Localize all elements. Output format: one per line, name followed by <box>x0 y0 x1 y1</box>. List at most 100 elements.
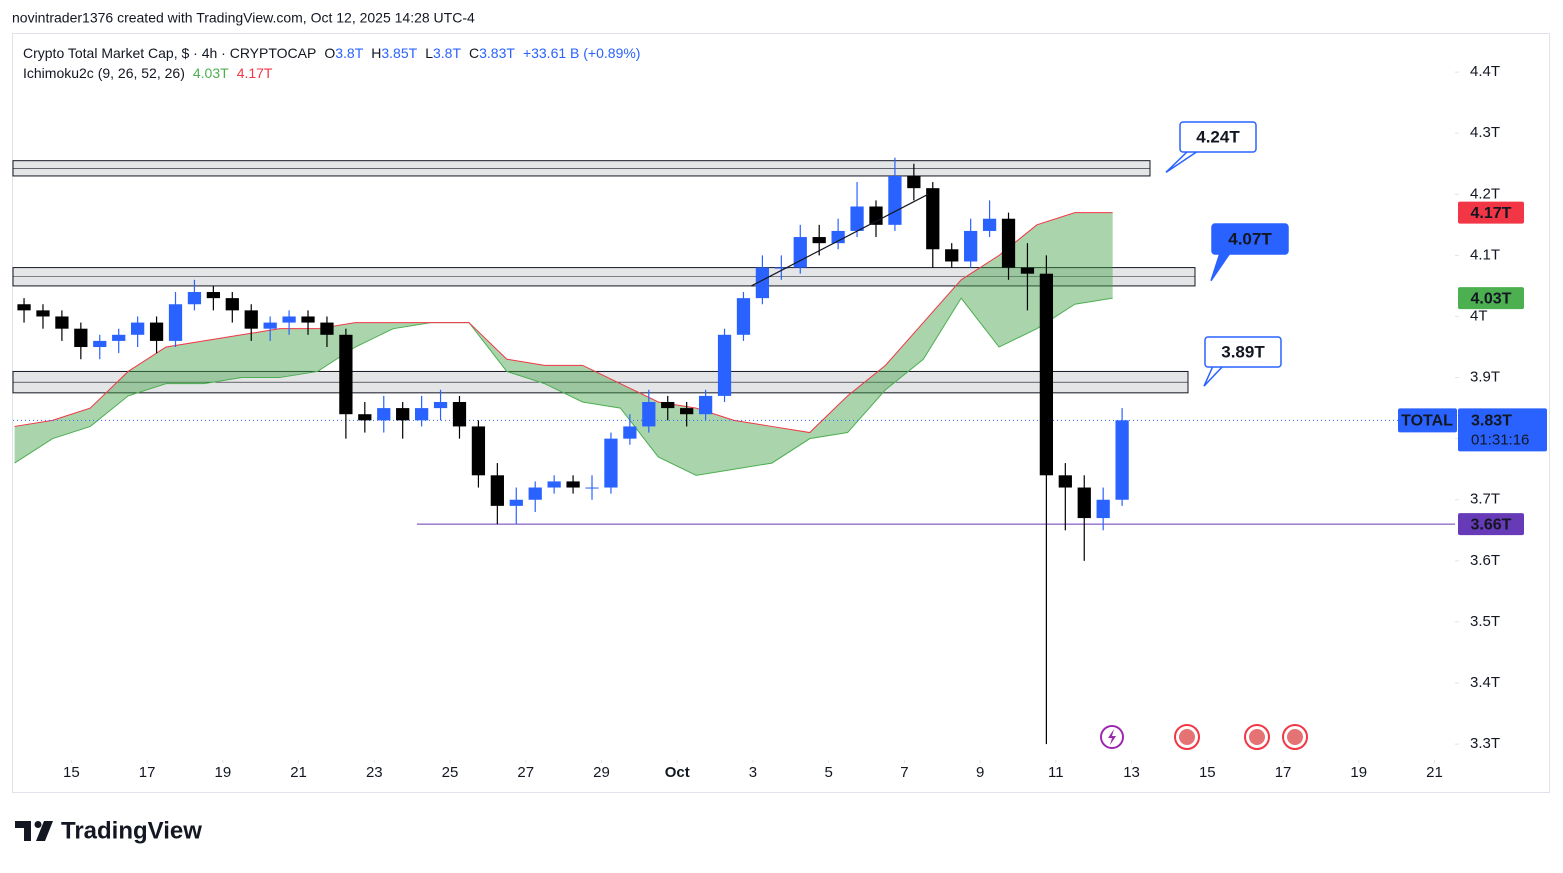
candle-body <box>471 426 486 476</box>
candle-body <box>1115 420 1129 500</box>
legend-value: 3.83T <box>479 45 515 61</box>
y-tick-label: 3.7T <box>1470 491 1500 508</box>
y-tick-label: 4T <box>1470 307 1488 324</box>
x-tick-label: 17 <box>1275 764 1292 781</box>
x-tick-label: 19 <box>1350 764 1367 781</box>
header: novintrader1376 created with TradingView… <box>12 10 475 26</box>
cloud-fill <box>14 212 1113 476</box>
candle-body <box>1077 487 1091 519</box>
x-tick-label: 25 <box>442 764 459 781</box>
candle-body <box>358 414 372 421</box>
candle-body <box>509 499 523 506</box>
candle-body <box>1001 218 1016 268</box>
candle-body <box>301 316 315 323</box>
chart-frame <box>12 33 1550 793</box>
legend-key: C <box>469 45 479 61</box>
logo-mark <box>34 821 42 828</box>
callout-box <box>1179 121 1257 153</box>
indicator-legend: Ichimoku2c (9, 26, 52, 26) 4.03T 4.17T <box>23 65 273 81</box>
x-tick-label: 17 <box>139 764 156 781</box>
x-tick-label: 7 <box>900 764 908 781</box>
candle-body <box>320 322 334 335</box>
candle-body <box>206 292 220 299</box>
support-price-label: 3.66T <box>1471 516 1512 533</box>
candle-body <box>774 267 788 269</box>
footer-logo: TradingView <box>61 817 202 844</box>
lead2-price-label: 4.17T <box>1471 205 1512 222</box>
candle-body <box>168 304 183 341</box>
x-tick-label: 15 <box>63 764 80 781</box>
legend-key: O <box>324 45 335 61</box>
legend-key: H <box>371 45 381 61</box>
logo: TradingView <box>15 817 202 844</box>
logo-mark <box>15 821 31 841</box>
last-price-label: 3.83T <box>1471 413 1512 430</box>
candle-body <box>755 267 770 299</box>
x-tick-label: 11 <box>1048 764 1064 781</box>
candle-body <box>74 328 88 348</box>
event-flag <box>1179 729 1195 745</box>
candle-body <box>680 408 694 415</box>
candle-body <box>282 316 296 323</box>
cloud-lead1 <box>14 297 1113 476</box>
candle-body <box>926 188 940 250</box>
cloud-lead2 <box>14 212 1113 434</box>
candle-body <box>1039 273 1054 476</box>
candle-body <box>604 438 618 488</box>
countdown-label: 01:31:16 <box>1471 431 1529 448</box>
legend-change: +33.61 B (+0.89%) <box>523 45 641 61</box>
candle-body <box>642 401 656 427</box>
candle-body <box>452 401 467 427</box>
callout-pointer <box>1210 252 1231 282</box>
candle-body <box>55 316 69 329</box>
y-tick-label: 3.9T <box>1470 369 1500 386</box>
callout-box <box>1211 223 1289 255</box>
candle-body <box>661 401 675 409</box>
candle-body <box>907 175 921 189</box>
candle-body <box>717 334 732 396</box>
callout-label: 3.89T <box>1221 342 1265 361</box>
lead2-price-label-bg <box>1458 201 1524 224</box>
x-tick-label: 21 <box>1426 764 1443 781</box>
candle-body <box>945 249 959 262</box>
lead1-price-label: 4.03T <box>1471 290 1512 307</box>
candle-body <box>982 218 997 231</box>
legend-value: 3.8T <box>335 45 363 61</box>
trendline <box>751 193 929 287</box>
candle-body <box>263 322 277 329</box>
candle-body <box>17 304 31 311</box>
x-tick-label: 5 <box>824 764 832 781</box>
y-tick-label: 3.6T <box>1470 552 1500 569</box>
legend-key: L <box>425 45 433 61</box>
candle-body <box>149 322 164 341</box>
callout-label: 4.07T <box>1228 229 1272 248</box>
y-tick-label: 3.3T <box>1470 735 1500 752</box>
candle-body <box>93 340 107 348</box>
candle-body <box>490 475 504 506</box>
x-tick-label: 19 <box>214 764 231 781</box>
lead1-price-label-bg <box>1458 287 1524 310</box>
x-tick-label: 15 <box>1199 764 1216 781</box>
candle-body <box>1096 499 1110 519</box>
x-tick-label: 21 <box>290 764 307 781</box>
y-tick-label: 4.3T <box>1470 124 1500 141</box>
event-flag <box>1249 729 1265 745</box>
candle-body <box>1020 267 1035 274</box>
candle-body <box>339 334 353 415</box>
candle-body <box>377 408 391 421</box>
candle-body <box>869 206 883 225</box>
y-tick-label: 4.4T <box>1470 63 1500 80</box>
candle-body <box>736 298 751 335</box>
support-price-label-bg <box>1458 513 1524 536</box>
x-tick-label: 9 <box>976 764 984 781</box>
callout-box <box>1204 336 1282 368</box>
candle-body <box>793 237 807 268</box>
candle-body <box>812 237 826 244</box>
logo-mark <box>36 821 53 841</box>
x-tick-label: 27 <box>517 764 534 781</box>
candle-body <box>888 175 902 225</box>
callout-pointer <box>1203 365 1224 387</box>
symbol-bg <box>1398 408 1457 433</box>
